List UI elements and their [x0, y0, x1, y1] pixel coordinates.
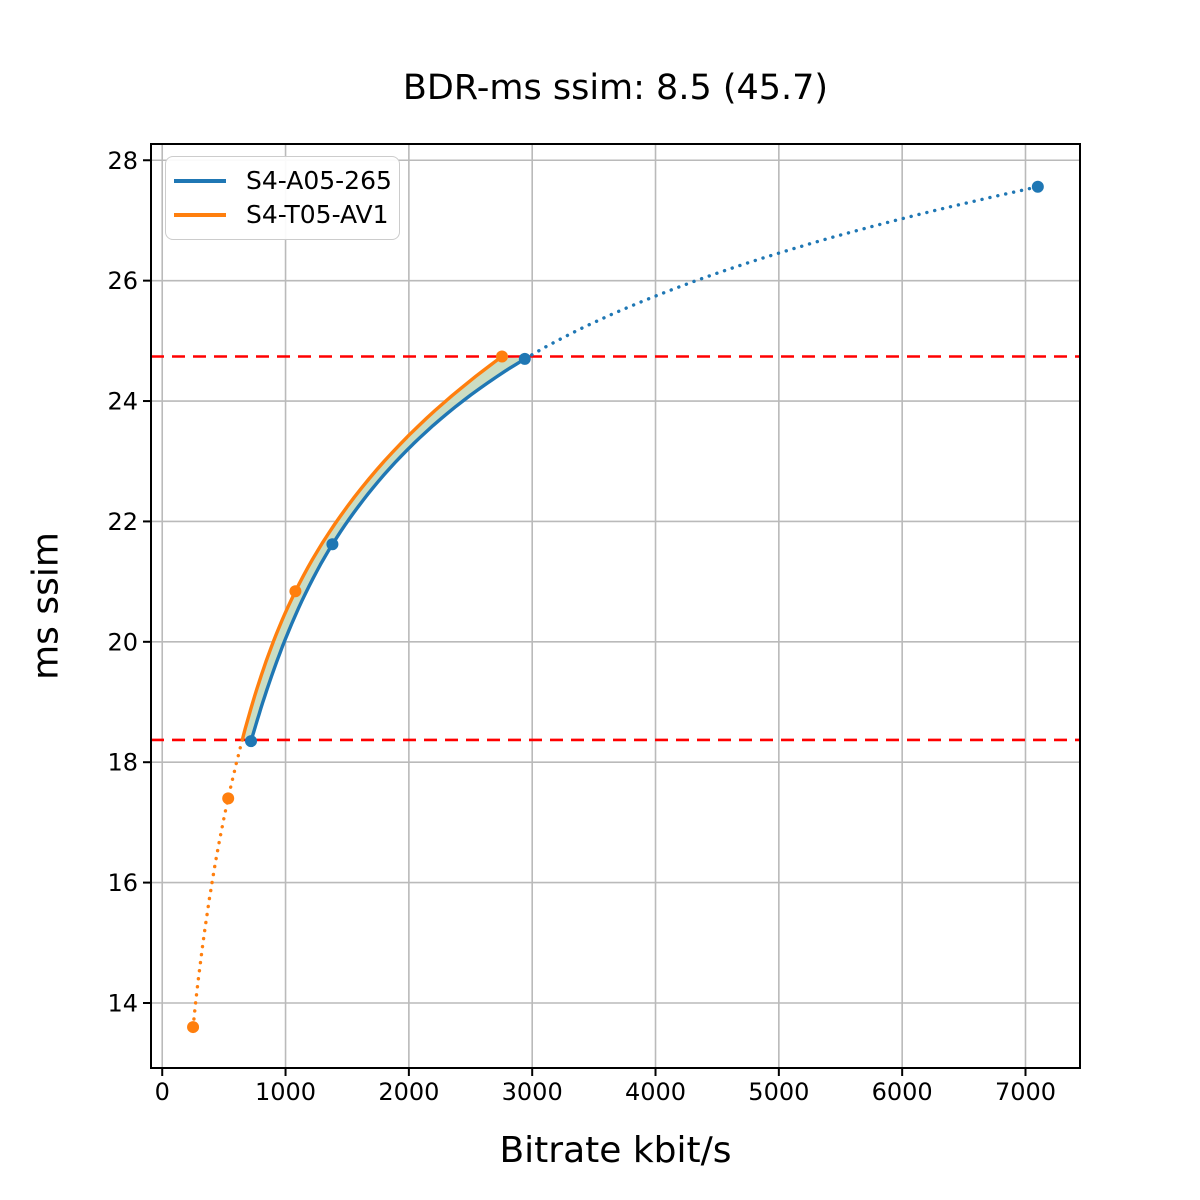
legend-entry-0: S4-A05-265 [166, 164, 399, 198]
legend-entry-1: S4-T05-AV1 [166, 198, 399, 232]
x-tick-label: 0 [155, 1078, 170, 1106]
axes-spines [150, 143, 1081, 1069]
y-axis-label: ms ssim [25, 532, 67, 680]
y-tick-label: 26 [107, 267, 138, 295]
x-tick-label: 2000 [378, 1078, 439, 1106]
data-point-marker-0 [518, 352, 531, 365]
x-tick-label: 6000 [872, 1078, 933, 1106]
chart-title: BDR-ms ssim: 8.5 (45.7) [402, 68, 829, 108]
data-point-marker-0 [326, 538, 339, 551]
data-point-marker-0 [245, 735, 258, 748]
x-tick-label: 4000 [625, 1078, 686, 1106]
data-point-marker-1 [187, 1021, 200, 1034]
y-tick-label: 28 [107, 147, 138, 175]
legend-label-1: S4-T05-AV1 [246, 200, 389, 229]
data-point-marker-1 [289, 585, 302, 598]
legend-line-swatch-1 [174, 213, 226, 217]
y-tick-label: 20 [107, 628, 138, 656]
legend-label-0: S4-A05-265 [246, 166, 392, 195]
data-point-marker-0 [1031, 180, 1044, 193]
legend: S4-A05-265 S4-T05-AV1 [165, 156, 400, 240]
y-tick-label: 16 [107, 869, 138, 897]
data-point-marker-1 [222, 792, 235, 805]
x-tick-label: 3000 [502, 1078, 563, 1106]
x-tick-label: 7000 [995, 1078, 1056, 1106]
series-solid-1 [240, 354, 504, 742]
y-tick-label: 24 [107, 388, 138, 416]
x-tick-label: 1000 [255, 1078, 316, 1106]
bd-overlap-fill [242, 356, 525, 742]
series-dotted-1 [191, 738, 244, 1029]
x-axis-label: Bitrate kbit/s [499, 1130, 732, 1171]
y-tick-label: 14 [107, 989, 138, 1017]
x-tick-label: 5000 [748, 1078, 809, 1106]
y-tick-label: 22 [107, 508, 138, 536]
legend-line-swatch-0 [174, 179, 226, 183]
y-tick-label: 18 [107, 749, 138, 777]
series-dotted-0 [523, 185, 1040, 361]
data-point-marker-1 [495, 350, 508, 363]
series-solid-0 [249, 357, 527, 743]
